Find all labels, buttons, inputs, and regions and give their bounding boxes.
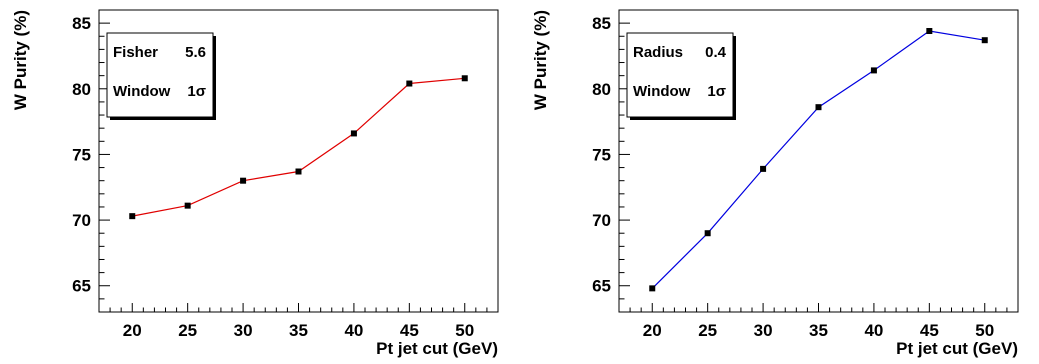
legend-box	[626, 32, 734, 118]
data-point	[184, 202, 191, 209]
legend-value: 0.4	[705, 44, 727, 61]
x-tick-label: 40	[344, 321, 363, 340]
data-point	[815, 104, 822, 111]
data-point	[240, 177, 247, 184]
y-axis-title: W Purity (%)	[531, 10, 550, 110]
legend-label: Window	[113, 83, 171, 100]
chart-panel-left: 65 70 75 80 85 20 25 30 35 40 45 50 W Purity (%) Pt j…	[0, 0, 519, 364]
x-tick-label: 35	[289, 321, 308, 340]
y-tick-label: 75	[72, 145, 91, 164]
legend-value: 5.6	[185, 44, 206, 61]
data-point	[649, 285, 656, 292]
data-point	[350, 130, 357, 137]
legend-label: Radius	[633, 44, 683, 61]
x-tick-label: 20	[123, 321, 142, 340]
data-point	[704, 230, 711, 237]
x-tick-label: 30	[234, 321, 253, 340]
data-point	[870, 67, 877, 74]
y-tick-label: 80	[72, 80, 91, 99]
chart-left: 65 70 75 80 85 20 25 30 35 40 45 50 W Purity (%) Pt j…	[11, 9, 499, 358]
data-point	[461, 75, 468, 82]
y-tick-label: 75	[592, 145, 611, 164]
y-tick-label: 65	[72, 277, 91, 296]
y-tick-label: 85	[72, 14, 91, 33]
y-tick-label: 70	[72, 211, 91, 230]
chart-right: 65 70 75 80 85 20 25 30 35 40 45 50 W Purity (%) Pt j…	[531, 9, 1019, 358]
x-tick-label: 50	[975, 321, 994, 340]
data-point	[295, 168, 302, 175]
data-point	[760, 165, 767, 172]
x-tick-label: 35	[809, 321, 828, 340]
x-tick-label: 45	[920, 321, 939, 340]
x-tick-label: 40	[864, 321, 883, 340]
x-tick-label: 20	[643, 321, 662, 340]
data-point	[981, 37, 988, 44]
legend-label: Window	[633, 83, 691, 100]
x-tick-label: 30	[754, 321, 773, 340]
x-tick-label: 50	[455, 321, 474, 340]
y-tick-label: 85	[592, 14, 611, 33]
x-tick-label: 25	[698, 321, 717, 340]
x-tick-label: 45	[400, 321, 419, 340]
data-point	[406, 80, 413, 87]
legend-box	[106, 32, 214, 118]
y-tick-label: 80	[592, 80, 611, 99]
y-axis-title: W Purity (%)	[11, 10, 30, 110]
data-point	[129, 213, 136, 220]
x-axis-title: Pt jet cut (GeV)	[896, 339, 1018, 358]
legend-value: 1σ	[187, 83, 206, 100]
legend-label: Fisher	[113, 44, 158, 61]
y-tick-label: 70	[592, 211, 611, 230]
data-point	[926, 28, 933, 35]
x-tick-label: 25	[178, 321, 197, 340]
chart-panel-right: 65 70 75 80 85 20 25 30 35 40 45 50 W Purity (%) Pt j…	[520, 0, 1039, 364]
legend-value: 1σ	[707, 83, 726, 100]
x-axis-title: Pt jet cut (GeV)	[376, 339, 498, 358]
y-tick-label: 65	[592, 277, 611, 296]
